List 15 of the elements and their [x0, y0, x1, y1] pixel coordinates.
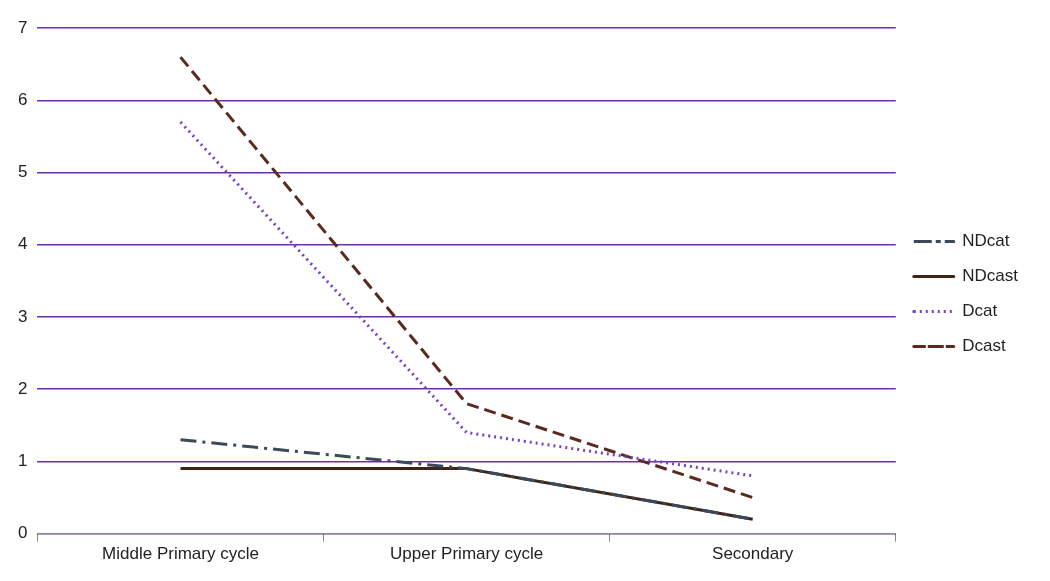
x-tick-label: Upper Primary cycle	[390, 544, 544, 564]
y-tick-label: 1	[17, 451, 28, 471]
y-tick-label: 2	[17, 378, 28, 398]
y-tick-label: 3	[17, 306, 28, 326]
x-tick-label: Secondary	[712, 544, 794, 564]
y-tick-label: 6	[17, 90, 28, 110]
y-tick-label: 5	[17, 162, 28, 182]
y-tick-label: 4	[17, 234, 28, 254]
y-tick-label: 0	[17, 523, 28, 543]
legend-label: Dcat	[962, 301, 998, 321]
legend-label: Dcast	[962, 336, 1006, 356]
x-tick-label: Middle Primary cycle	[102, 544, 259, 564]
legend-label: NDcat	[962, 231, 1010, 251]
y-tick-label: 7	[17, 17, 28, 37]
legend-label: NDcast	[962, 266, 1019, 286]
